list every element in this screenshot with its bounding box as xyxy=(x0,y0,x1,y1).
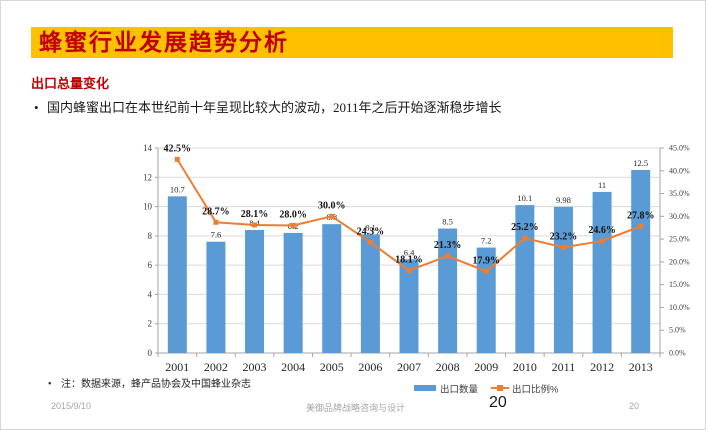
note-item: • 注：数据来源，蜂产品协会及中国蜂业杂志 xyxy=(48,375,251,390)
x-axis-label: 2008 xyxy=(436,360,460,374)
title-bar: 蜂蜜行业发展趋势分析 xyxy=(31,27,673,58)
y-axis-left-label: 12 xyxy=(143,172,152,182)
pct-value-label: 17.9% xyxy=(472,255,500,266)
y-axis-left-label: 8 xyxy=(148,231,153,241)
x-axis-label: 2001 xyxy=(165,360,189,374)
bar-value-label: 10.1 xyxy=(517,193,532,203)
y-axis-right-label: 35.0% xyxy=(669,189,690,198)
bar-2002 xyxy=(206,241,226,353)
line-marker xyxy=(213,219,219,225)
footer-company: 美御品牌战略咨询与设计 xyxy=(306,403,406,413)
line-marker xyxy=(329,213,335,219)
legend-label-line: 出口比例% xyxy=(512,384,559,396)
line-marker xyxy=(406,268,412,274)
legend-line-marker xyxy=(497,385,503,391)
line-marker xyxy=(367,239,373,245)
bar-value-label: 12.5 xyxy=(633,158,648,168)
pct-value-label: 42.5% xyxy=(164,143,192,154)
bar-value-label: 9.98 xyxy=(556,195,571,205)
line-marker xyxy=(560,244,566,250)
line-marker xyxy=(599,238,605,244)
pct-value-label: 27.8% xyxy=(627,210,655,221)
x-axis-label: 2005 xyxy=(320,360,344,374)
y-axis-left-label: 0 xyxy=(148,348,153,358)
pct-value-label: 24.3% xyxy=(357,226,385,237)
y-axis-right-label: 5.0% xyxy=(669,326,686,335)
y-axis-right-label: 20.0% xyxy=(669,257,690,266)
bar-2009 xyxy=(476,247,496,353)
bar-value-label: 8.1 xyxy=(365,222,376,232)
x-axis-label: 2003 xyxy=(243,360,267,374)
pct-value-label: 18.1% xyxy=(395,255,423,266)
line-marker xyxy=(483,268,489,274)
bullet-icon: • xyxy=(34,100,39,115)
note-bullet-icon: • xyxy=(48,379,52,390)
line-marker xyxy=(522,235,528,241)
pct-value-label: 25.2% xyxy=(511,222,539,233)
y-axis-right-label: 15.0% xyxy=(669,280,690,289)
line-marker xyxy=(638,223,644,229)
pct-value-label: 23.2% xyxy=(550,231,578,242)
y-axis-left-label: 6 xyxy=(148,260,153,270)
page-title: 蜂蜜行业发展趋势分析 xyxy=(39,29,289,55)
y-axis-right-label: 40.0% xyxy=(669,166,690,175)
x-axis-label: 2009 xyxy=(474,360,498,374)
x-axis-label: 2013 xyxy=(629,360,653,374)
bar-2012 xyxy=(592,191,612,353)
y-axis-left-label: 4 xyxy=(148,289,153,299)
bar-value-label: 10.7 xyxy=(170,184,185,194)
x-axis-label: 2006 xyxy=(358,360,382,374)
chart-container: 0 2 4 6 8 10 12 14 0.0% 5.0% 10.0% 15.0% 20.0% 25.0% 3… xyxy=(141,134,705,396)
pct-value-label: 21.3% xyxy=(434,240,462,251)
bar-2006 xyxy=(360,234,380,353)
line-marker xyxy=(174,156,180,162)
line-marker xyxy=(445,253,451,259)
x-axis-label: 2007 xyxy=(397,360,421,374)
x-axis-label: 2004 xyxy=(281,360,305,374)
y-axis-right-label: 25.0% xyxy=(669,235,690,244)
bar-value-label: 7.2 xyxy=(481,236,492,246)
bar-value-label: 8.5 xyxy=(442,217,453,227)
line-marker xyxy=(252,222,258,228)
pct-value-label: 28.7% xyxy=(202,206,230,217)
x-axis-label: 2010 xyxy=(513,360,537,374)
bar-2005 xyxy=(322,224,342,353)
combo-chart: 0 2 4 6 8 10 12 14 0.0% 5.0% 10.0% 15.0% 20.0% 25.0% 3… xyxy=(143,143,690,396)
y-axis-left-label: 10 xyxy=(143,202,153,212)
pct-value-label: 24.6% xyxy=(588,225,616,236)
bullet-item: • 国内蜂蜜出口在本世纪前十年呈现比较大的波动，2011年之后开始逐渐稳步增长 xyxy=(34,97,684,116)
footer-date: 2015/9/10 xyxy=(51,401,92,411)
y-axis-left-label: 14 xyxy=(143,143,153,153)
bar-value-label: 6.4 xyxy=(404,247,415,257)
pct-value-label: 30.0% xyxy=(318,200,346,211)
pct-value-label: 28.1% xyxy=(241,209,268,220)
x-axis-label: 2011 xyxy=(552,360,576,374)
slide-number: 20 xyxy=(629,401,640,411)
bar-2013 xyxy=(631,169,651,353)
bar-value-label: 11 xyxy=(598,180,606,190)
legend-bar-swatch xyxy=(414,385,436,391)
legend-label-bar: 出口数量 xyxy=(440,384,479,396)
bar-2004 xyxy=(283,232,303,353)
pct-value-label: 28.0% xyxy=(279,209,307,220)
bar-2003 xyxy=(245,230,265,353)
bar-2007 xyxy=(399,259,419,353)
note-text: 注：数据来源，蜂产品协会及中国蜂业杂志 xyxy=(61,379,251,390)
bar-2008 xyxy=(438,228,458,353)
y-axis-right-label: 45.0% xyxy=(669,144,690,153)
line-marker xyxy=(290,222,296,228)
bullet-text: 国内蜂蜜出口在本世纪前十年呈现比较大的波动，2011年之后开始逐渐稳步增长 xyxy=(47,100,502,115)
bar-value-label: 7.6 xyxy=(211,230,222,240)
y-axis-left-label: 2 xyxy=(148,319,153,329)
bar-2011 xyxy=(553,206,573,353)
bar-2001 xyxy=(167,196,187,353)
y-axis-right-label: 0.0% xyxy=(669,349,686,358)
page-number: 20 xyxy=(489,394,507,411)
y-axis-right-label: 10.0% xyxy=(669,303,690,312)
y-axis-right-label: 30.0% xyxy=(669,212,690,221)
section-heading: 出口总量变化 xyxy=(31,76,110,91)
x-axis-label: 2012 xyxy=(590,360,614,374)
x-axis-label: 2002 xyxy=(204,360,228,374)
